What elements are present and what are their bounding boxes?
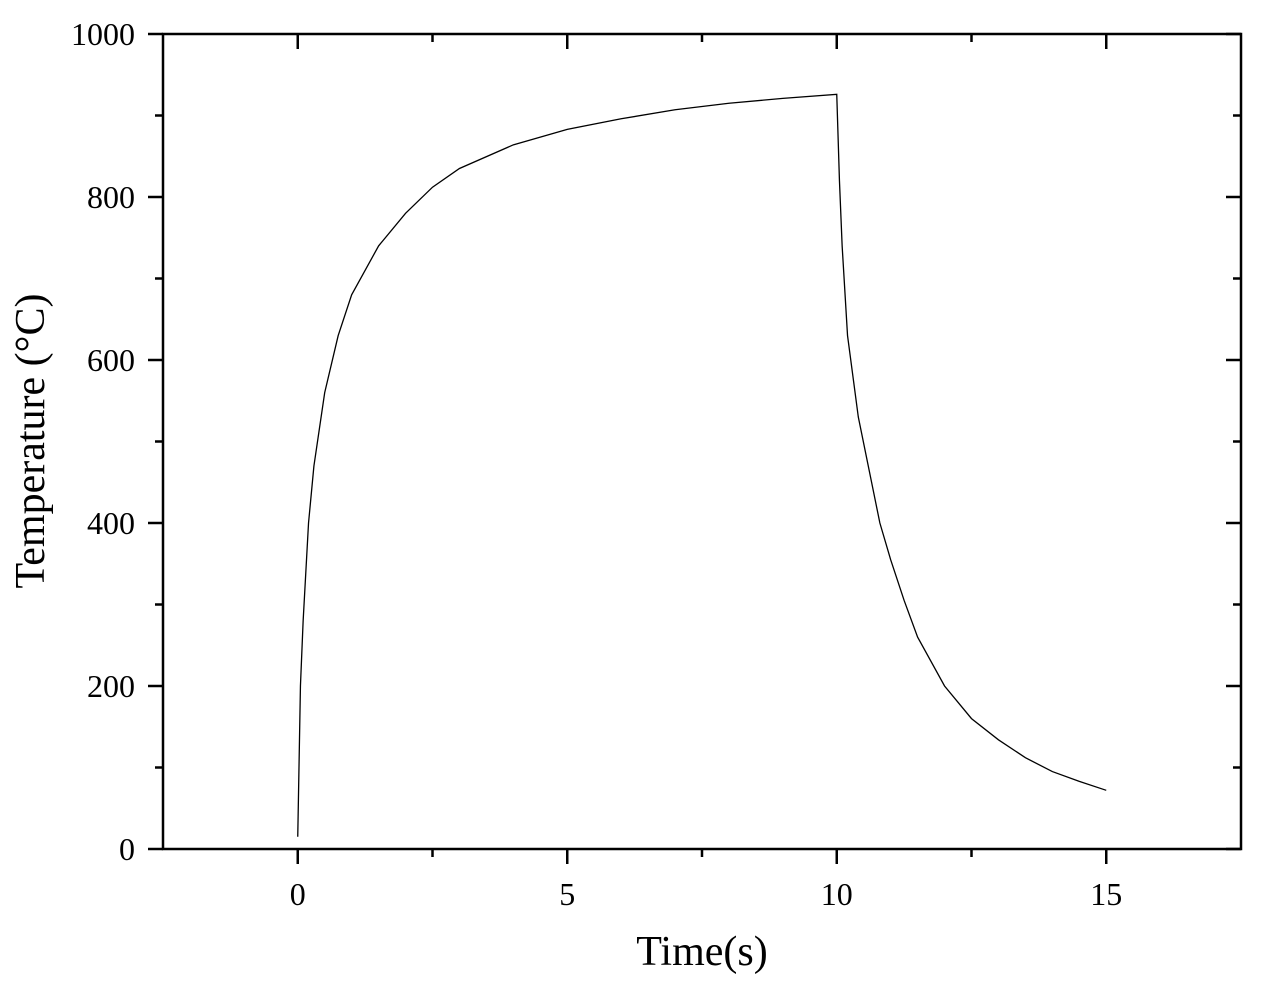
x-tick-label: 5 [559,876,575,912]
plot-frame [161,32,1243,851]
y-tick-label: 800 [87,179,135,215]
line-series [297,93,1107,837]
x-tick-label: 15 [1090,876,1122,912]
y-tick-label: 600 [87,342,135,378]
x-axis-label: Time(s) [636,929,767,975]
x-tick-label: 10 [821,876,853,912]
y-tick-label: 400 [87,505,135,541]
y-tick-label: 200 [87,668,135,704]
y-tick-label: 1000 [71,16,135,52]
x-tick-label: 0 [290,876,306,912]
y-axis-label: Temperature (°C) [8,294,54,589]
y-tick-label: 0 [119,831,135,867]
